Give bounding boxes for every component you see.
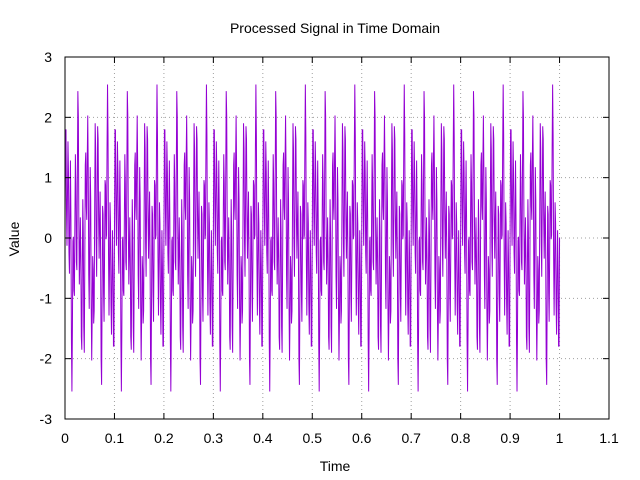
series-layer	[64, 84, 561, 392]
y-tick-label: 2	[44, 109, 52, 125]
x-tick-label: 0.5	[303, 430, 323, 446]
x-tick-label: 0.1	[105, 430, 125, 446]
x-tick-label: 0.9	[500, 430, 520, 446]
y-axis-label: Value	[6, 221, 22, 256]
y-tick-label: 0	[44, 230, 52, 246]
x-tick-label: 1.1	[599, 430, 619, 446]
y-tick-label: -3	[40, 411, 53, 427]
x-tick-label: 0	[61, 430, 69, 446]
x-tick-label: 0.8	[451, 430, 471, 446]
chart-title: Processed Signal in Time Domain	[230, 20, 440, 36]
series-line-processed-signal	[64, 84, 561, 392]
x-tick-label: 0.7	[401, 430, 421, 446]
x-tick-label: 0.4	[253, 430, 273, 446]
tick-labels: 0 0.1 0.2 0.3 0.4 0.5 0.6 0.7 0.8 0.9 1 1.1 -3 -2 -1 0 1…	[40, 49, 619, 446]
y-tick-label: 3	[44, 49, 52, 65]
x-tick-label: 0.6	[352, 430, 372, 446]
y-tick-label: 1	[44, 170, 52, 186]
y-tick-label: -2	[40, 351, 53, 367]
x-axis-label: Time	[320, 458, 351, 474]
ticks	[64, 56, 610, 420]
y-tick-label: -1	[40, 290, 53, 306]
x-tick-label: 0.3	[204, 430, 224, 446]
x-tick-label: 0.2	[154, 430, 174, 446]
x-tick-label: 1	[556, 430, 564, 446]
